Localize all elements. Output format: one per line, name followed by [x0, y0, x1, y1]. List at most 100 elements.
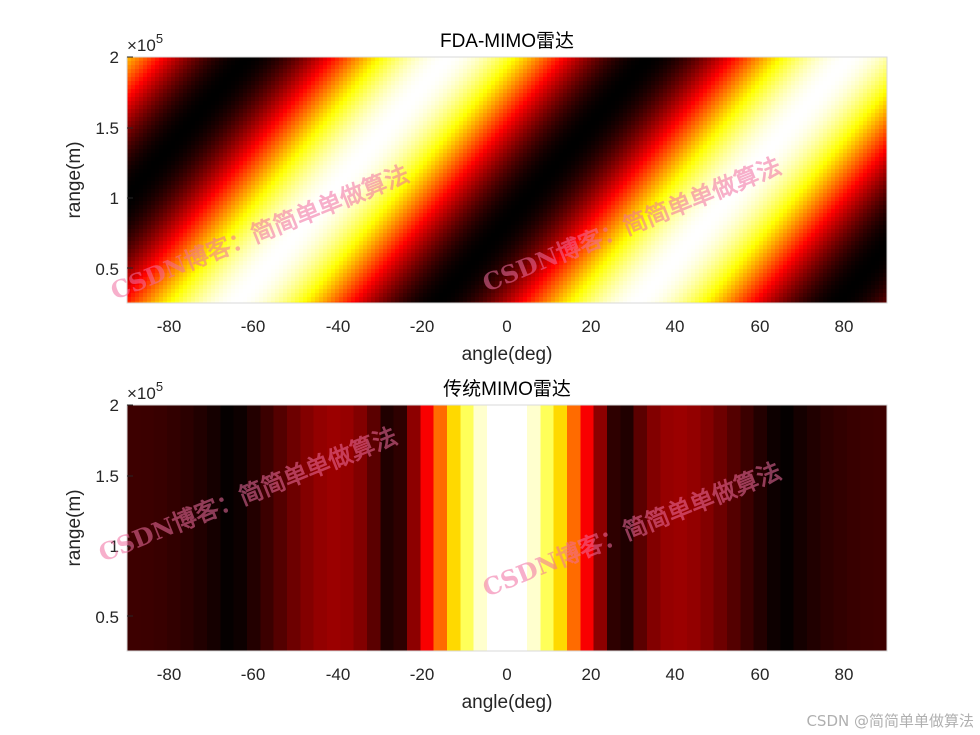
heatmap-cell — [223, 105, 228, 110]
heatmap-cell — [195, 85, 200, 90]
heatmap-cell — [131, 133, 136, 138]
heatmap-cell — [127, 109, 132, 114]
heatmap-cell — [419, 141, 424, 146]
heatmap-cell — [523, 61, 528, 66]
heatmap-cell — [399, 105, 404, 110]
heatmap-cell — [135, 129, 140, 134]
heatmap-cell — [231, 109, 236, 114]
heatmap-cell — [831, 65, 836, 70]
heatmap-cell — [631, 157, 636, 162]
heatmap-cell — [691, 125, 696, 130]
heatmap-cell — [875, 61, 880, 66]
heatmap-cell — [439, 109, 444, 114]
heatmap-cell — [367, 61, 372, 66]
heatmap-cell — [743, 133, 748, 138]
heatmap-cell — [223, 65, 228, 70]
heatmap-cell — [403, 89, 408, 94]
heatmap-cell — [839, 97, 844, 102]
heatmap-cell — [483, 81, 488, 86]
heatmap-cell — [187, 129, 192, 134]
heatmap-cell — [823, 113, 828, 118]
heatmap-cell — [379, 69, 384, 74]
heatmap-cell — [723, 73, 728, 78]
heatmap-cell — [371, 77, 376, 82]
heatmap-cell — [515, 57, 520, 62]
heatmap-cell — [747, 149, 752, 154]
heatmap-cell — [707, 101, 712, 106]
heatmap-cell — [299, 149, 304, 154]
heatmap-cell — [775, 85, 780, 90]
heatmap-cell — [147, 157, 152, 162]
heatmap-cell — [403, 145, 408, 150]
heatmap-cell — [167, 93, 172, 98]
heatmap-cell — [255, 93, 260, 98]
heatmap-cell — [423, 77, 428, 82]
heatmap-cell — [651, 65, 656, 70]
heatmap-cell — [163, 97, 168, 102]
heatmap-cell — [219, 93, 224, 98]
heatmap-cell — [519, 101, 524, 106]
heatmap-cell — [503, 101, 508, 106]
heatmap-cell — [243, 145, 248, 150]
heatmap-cell — [755, 109, 760, 114]
heatmap-cell — [143, 129, 148, 134]
heatmap-cell — [163, 133, 168, 138]
heatmap-cell — [571, 57, 576, 62]
heatmap-cell — [351, 65, 356, 70]
heatmap-cell — [663, 145, 668, 150]
heatmap-cell — [227, 109, 232, 114]
heatmap-cell — [571, 141, 576, 146]
heatmap-cell — [339, 57, 344, 62]
heatmap-cell — [607, 93, 612, 98]
heatmap-cell — [763, 121, 768, 126]
heatmap-cell — [363, 117, 368, 122]
heatmap-cell — [299, 153, 304, 158]
heatmap-cell — [483, 113, 488, 118]
heatmap-cell — [171, 85, 176, 90]
heatmap-cell — [871, 145, 876, 150]
heatmap-cell — [231, 57, 236, 62]
heatmap-cell — [187, 121, 192, 126]
heatmap-cell — [535, 157, 540, 162]
heatmap-cell — [703, 133, 708, 138]
heatmap-cell — [311, 97, 316, 102]
heatmap-cell — [843, 105, 848, 110]
heatmap-cell — [379, 141, 384, 146]
heatmap-cell — [855, 153, 860, 158]
heatmap-cell — [231, 69, 236, 74]
heatmap-cell — [183, 101, 188, 106]
heatmap-cell — [199, 61, 204, 66]
heatmap-cell — [355, 109, 360, 114]
heatmap-cell — [191, 137, 196, 142]
heatmap-cell — [183, 81, 188, 86]
heatmap-cell — [775, 133, 780, 138]
heatmap-cell — [407, 117, 412, 122]
heatmap-cell — [727, 77, 732, 82]
heatmap-cell — [291, 117, 296, 122]
heatmap-cell — [723, 65, 728, 70]
heatmap-cell — [371, 73, 376, 78]
heatmap-cell — [707, 97, 712, 102]
heatmap-cell — [751, 61, 756, 66]
heatmap-cell — [491, 73, 496, 78]
heatmap-cell — [527, 121, 532, 126]
heatmap-cell — [311, 141, 316, 146]
heatmap-cell — [491, 97, 496, 102]
heatmap-cell — [735, 137, 740, 142]
heatmap-cell — [515, 129, 520, 134]
heatmap-cell — [735, 121, 740, 126]
heatmap-cell — [831, 105, 836, 110]
heatmap-cell — [391, 145, 396, 150]
heatmap-cell — [451, 129, 456, 134]
heatmap-cell — [615, 93, 620, 98]
heatmap-cell — [335, 101, 340, 106]
heatmap-cell — [639, 121, 644, 126]
heatmap-cell — [867, 109, 872, 114]
heatmap-cell — [587, 129, 592, 134]
heatmap-cell — [847, 153, 852, 158]
heatmap-cell — [671, 69, 676, 74]
heatmap-cell — [231, 89, 236, 94]
heatmap-cell — [647, 117, 652, 122]
heatmap-cell — [791, 137, 796, 142]
heatmap-cell — [539, 101, 544, 106]
